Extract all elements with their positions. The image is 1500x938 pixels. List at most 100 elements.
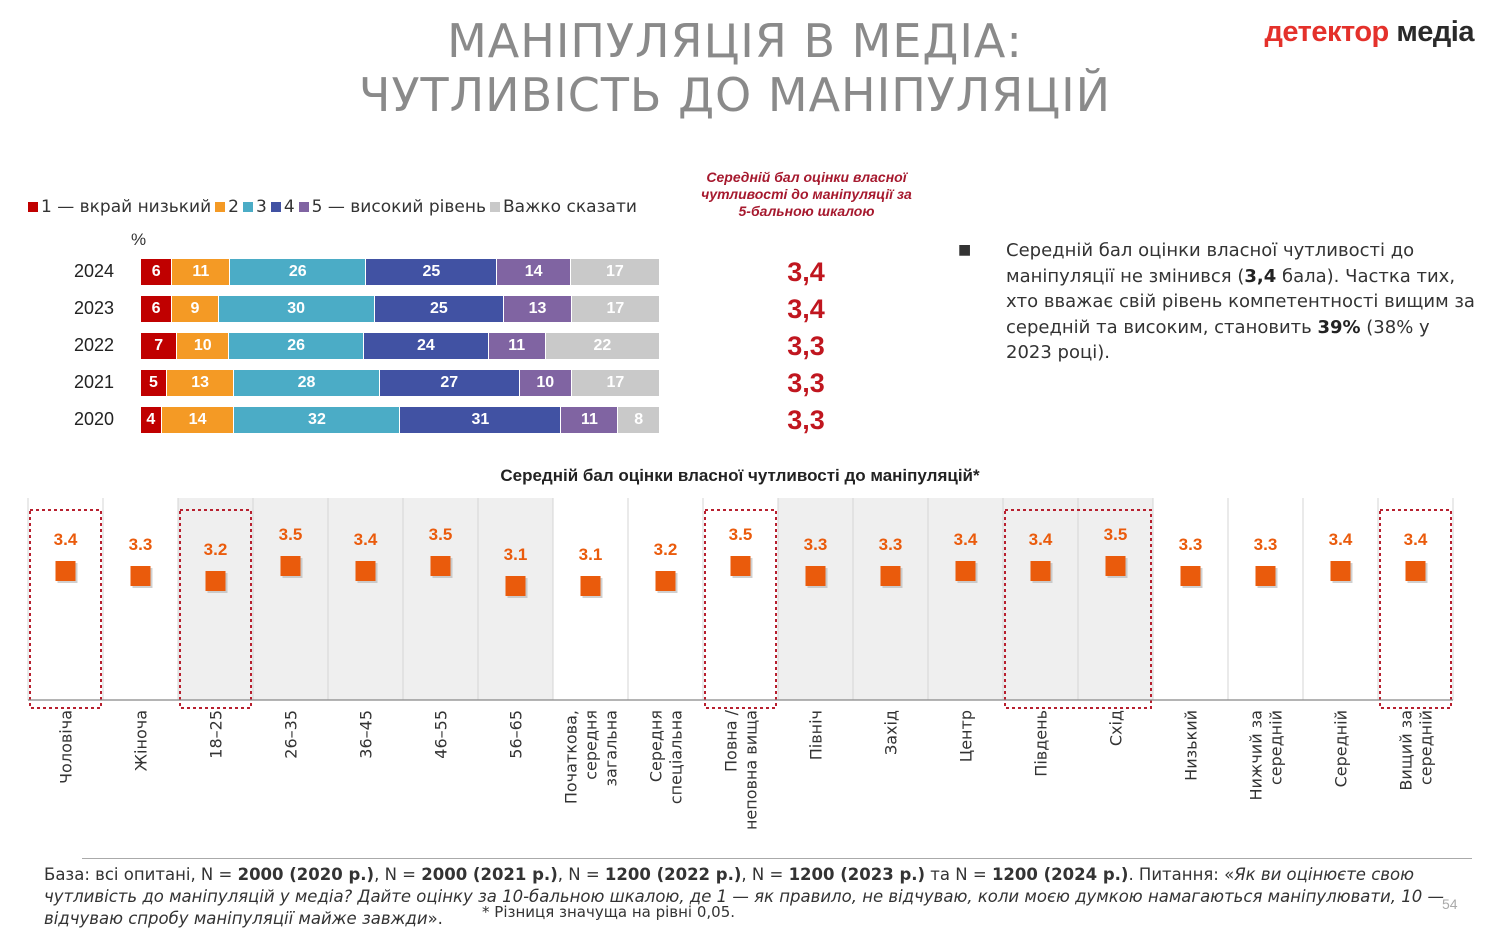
bar-year-label: 2024 <box>74 261 115 281</box>
page-number: 54 <box>1442 896 1458 912</box>
data-label: 3.4 <box>1404 530 1428 549</box>
mean-value: 3,3 <box>787 368 825 398</box>
data-label: 3.4 <box>1329 530 1353 549</box>
data-point <box>1105 556 1126 576</box>
data-point <box>280 556 301 576</box>
data-label: 3.3 <box>1254 535 1278 554</box>
bar-row: 7 10 26 24 11 22 <box>141 333 660 359</box>
bar-row: 6 11 26 25 14 17 <box>141 259 660 285</box>
category-label: Нижчий засередній <box>1247 710 1286 801</box>
significance-highlight-box <box>1004 509 1152 709</box>
bar-segment: 31 <box>400 407 562 433</box>
legend-swatch <box>298 202 309 212</box>
bar-row: 4 14 32 31 11 8 <box>141 407 660 433</box>
category-label: Вищий засередній <box>1397 710 1436 791</box>
bar-segment: 25 <box>366 259 498 285</box>
bar-segment: 11 <box>172 259 231 285</box>
bar-segment: 11 <box>488 333 546 359</box>
data-label: 3.5 <box>429 525 453 544</box>
category-label: Низький <box>1182 710 1201 781</box>
category-label: Північ <box>807 710 826 760</box>
bar-segment: 25 <box>374 296 505 322</box>
bar-segment: 14 <box>161 407 235 433</box>
bar-segment: 30 <box>218 296 375 322</box>
bar-segment: 8 <box>618 407 660 433</box>
bar-segment: 4 <box>141 407 162 433</box>
significance-highlight-box <box>1379 509 1452 709</box>
mean-value: 3,3 <box>787 405 825 435</box>
shaded-group-bg <box>778 498 1153 700</box>
data-label: 3.1 <box>504 545 528 564</box>
logo-part2: медіа <box>1396 16 1474 48</box>
bar-segment: 10 <box>177 333 230 359</box>
bar-segment: 5 <box>141 370 167 396</box>
bar-segment: 28 <box>234 370 380 396</box>
category-label: 26–35 <box>282 710 301 759</box>
legend-label: 5 — високий рівень <box>311 197 486 217</box>
legend-item-6: Важко сказати <box>490 197 637 217</box>
bar-segment: 26 <box>230 259 367 285</box>
legend-label: Важко сказати <box>503 197 637 217</box>
legend-item-1: 1 — вкрай низький <box>28 197 211 217</box>
data-point <box>655 571 676 591</box>
legend-item-3: 3 <box>243 197 267 217</box>
bar-segment: 11 <box>561 407 619 433</box>
data-point <box>355 561 376 581</box>
significance-highlight-box <box>29 509 102 709</box>
data-label: 3.4 <box>1029 530 1053 549</box>
bar-segment: 22 <box>545 333 660 359</box>
logo-part1: детектор <box>1264 16 1390 48</box>
bullet-square-icon: ■ <box>958 242 972 258</box>
bar-row: 6 9 30 25 13 17 <box>141 296 660 322</box>
data-point <box>1255 566 1276 586</box>
data-label: 3.3 <box>879 535 903 554</box>
data-label: 3.1 <box>579 545 603 564</box>
summary-bullet: ■ Середній бал оцінки власної чутливості… <box>958 238 1478 366</box>
data-point <box>805 566 826 586</box>
legend-label: 4 <box>283 197 295 217</box>
mean-value: 3,4 <box>787 294 825 324</box>
significance-highlight-box <box>179 509 252 709</box>
mean-score-chart: 3.4 3.3 3.2 3.5 3.4 3.5 3.1 3.1 3.2 3.5 3.3 3.3 3.4 3… <box>27 498 1454 830</box>
data-label: 3.4 <box>354 530 378 549</box>
data-point <box>55 561 76 581</box>
bar-segment: 17 <box>571 370 660 396</box>
data-point <box>1330 561 1351 581</box>
bar-year-label: 2021 <box>74 372 115 392</box>
bar-segment: 17 <box>571 296 660 322</box>
category-label: Схід <box>1107 710 1126 746</box>
legend: 1 — вкрай низький 2 3 4 5 — високий рівень Ва… <box>28 197 641 217</box>
mean-value: 3,3 <box>787 331 825 361</box>
legend-item-5: 5 — високий рівень <box>298 197 486 217</box>
data-label: 3.3 <box>1179 535 1203 554</box>
footer-divider <box>82 858 1472 859</box>
page-title-line2: ЧУТЛИВІСТЬ ДО МАНІПУЛЯЦІЙ <box>358 68 1112 122</box>
category-label: 36–45 <box>357 710 376 759</box>
bar-segment: 7 <box>141 333 178 359</box>
category-label: Чоловіча <box>57 710 76 784</box>
bar-segment: 13 <box>504 296 572 322</box>
category-label: Південь <box>1032 710 1051 777</box>
data-point <box>505 576 526 596</box>
legend-swatch <box>243 202 253 212</box>
chart2-title: Середній бал оцінки власної чутливості д… <box>500 466 980 485</box>
page-title-line1: МАНІПУЛЯЦІЯ В МЕДІА: <box>447 14 1023 68</box>
bar-segment: 26 <box>229 333 365 359</box>
category-label: Середняспеціальна <box>647 710 686 804</box>
shaded-group-bg <box>178 498 553 700</box>
bar-year-label: 2023 <box>74 298 115 318</box>
category-label: Початкова,середнязагальна <box>562 710 621 804</box>
data-point <box>1030 561 1051 581</box>
category-label: Середній <box>1332 710 1351 787</box>
footer-base: База: всі опитані, N = 2000 (2020 р.), N… <box>44 865 1444 928</box>
legend-label: 1 — вкрай низький <box>41 197 212 217</box>
category-label: Захід <box>882 710 901 755</box>
bar-segment: 27 <box>379 370 520 396</box>
legend-swatch <box>28 202 38 212</box>
significance-highlight-box <box>704 509 777 709</box>
data-label: 3.3 <box>129 535 153 554</box>
data-point <box>880 566 901 586</box>
bar-year-label: 2022 <box>74 335 115 355</box>
logo: детектор медіа <box>1265 16 1475 49</box>
data-label: 3.2 <box>654 540 678 559</box>
